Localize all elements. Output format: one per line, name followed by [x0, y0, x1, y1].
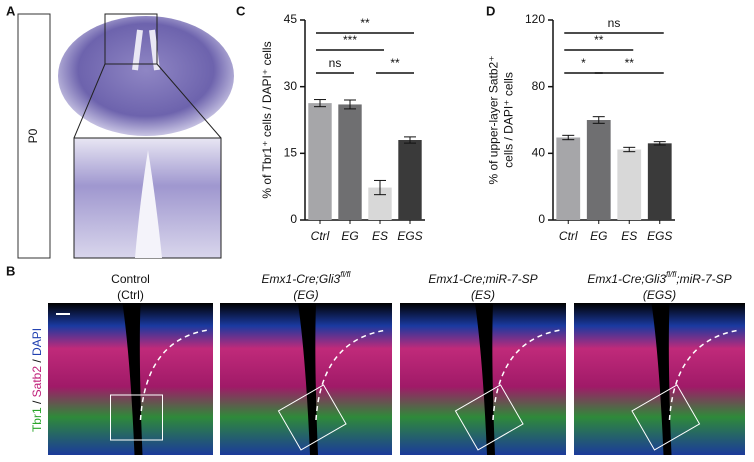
- bar: [338, 104, 362, 220]
- error-bar: [404, 136, 416, 144]
- error-bar: [344, 99, 356, 110]
- error-bar: [623, 146, 636, 153]
- significance-label: ns: [329, 56, 342, 70]
- midline: [132, 29, 160, 71]
- x-tick-label: EG: [341, 229, 358, 243]
- stain: DAPI: [30, 328, 44, 356]
- image-abbr: (ES): [471, 288, 495, 302]
- y-axis-label: cells / DAPI⁺ cells: [502, 72, 516, 168]
- y-tick-label: 15: [284, 146, 298, 160]
- bar: [647, 143, 672, 220]
- significance-label: ***: [343, 33, 357, 47]
- stain: Satb2: [30, 366, 44, 398]
- bar: [586, 120, 611, 220]
- error-bar: [562, 134, 575, 141]
- image-title: Emx1-Cre;miR-7-SP: [428, 272, 537, 286]
- stage-label: P0: [26, 128, 40, 143]
- image-abbr: (EG): [293, 288, 318, 302]
- panel-label: C: [236, 3, 246, 18]
- brain-section: [58, 16, 234, 136]
- image-title: Emx1-Cre;Gli3fl/fl;miR-7-SP: [587, 270, 731, 286]
- image-title: Emx1-Cre;Gli3fl/fl: [262, 270, 351, 286]
- error-bar: [592, 116, 605, 124]
- stain-label: Tbr1 / Satb2 / DAPI: [30, 328, 44, 432]
- error-bar: [374, 179, 386, 196]
- hemisphere-gap: [122, 303, 143, 455]
- hemisphere-gap: [298, 303, 318, 455]
- boundary: [668, 329, 741, 421]
- sep: /: [30, 356, 44, 366]
- significance-label: ns: [608, 16, 621, 30]
- panel-label: D: [486, 3, 495, 18]
- hemisphere-gap: [475, 303, 495, 455]
- x-tick-label: ES: [372, 229, 388, 243]
- sep: /: [30, 397, 44, 407]
- panel-label: B: [6, 263, 15, 278]
- image-abbr: (Ctrl): [117, 288, 144, 302]
- panel-label: A: [6, 3, 16, 18]
- y-tick-label: 40: [532, 146, 546, 160]
- image-title: Control: [111, 272, 150, 286]
- y-tick-label: 0: [290, 212, 297, 226]
- y-axis-label: % of upper-layer Satb2⁺: [487, 55, 501, 184]
- roi-box: [110, 394, 163, 441]
- bar: [368, 187, 392, 220]
- roi-box: [104, 13, 158, 65]
- bar: [556, 137, 581, 220]
- y-axis-label: % of Tbr1⁺ cells / DAPI⁺ cells: [260, 41, 274, 198]
- inset-midline: [135, 150, 162, 258]
- zoom-line: [156, 63, 222, 139]
- title-sup: fl/fl: [666, 270, 676, 279]
- significance-label: **: [594, 33, 604, 47]
- roi-box: [277, 384, 347, 451]
- title-text: ;miR-7-SP: [676, 272, 731, 286]
- significance-label: **: [390, 56, 400, 70]
- title-text: Emx1-Cre;Gli3: [587, 272, 666, 286]
- y-tick-label: 45: [284, 12, 298, 26]
- title-text: Emx1-Cre;Gli3: [262, 272, 341, 286]
- roi-box: [631, 384, 701, 451]
- stain: Tbr1: [30, 407, 44, 432]
- image-abbr: (EGS): [643, 288, 676, 302]
- roi-box: [454, 384, 524, 451]
- x-tick-label: Ctrl: [311, 229, 330, 243]
- boundary: [139, 329, 209, 421]
- significance-label: **: [625, 56, 635, 70]
- x-tick-label: EGS: [647, 229, 672, 243]
- significance-label: *: [581, 56, 586, 70]
- stage-box: [17, 13, 51, 259]
- error-bar: [653, 141, 666, 146]
- boundary: [492, 329, 562, 421]
- error-bar: [314, 99, 326, 108]
- significance-label: **: [360, 16, 370, 30]
- title-text: Emx1-Cre;miR-7-SP: [428, 272, 537, 286]
- x-tick-label: EG: [590, 229, 607, 243]
- bar: [398, 140, 422, 220]
- boundary: [315, 329, 388, 421]
- y-tick-label: 80: [532, 79, 546, 93]
- x-tick-label: EGS: [397, 229, 422, 243]
- y-tick-label: 120: [525, 12, 545, 26]
- x-tick-label: ES: [621, 229, 637, 243]
- title-text: Control: [111, 272, 150, 286]
- title-sup: fl/fl: [340, 270, 350, 279]
- zoom-line: [73, 63, 106, 139]
- hemisphere-gap: [651, 303, 672, 455]
- y-tick-label: 0: [538, 212, 545, 226]
- bar: [308, 103, 332, 220]
- bar: [617, 149, 642, 220]
- x-tick-label: Ctrl: [559, 229, 578, 243]
- y-tick-label: 30: [284, 79, 298, 93]
